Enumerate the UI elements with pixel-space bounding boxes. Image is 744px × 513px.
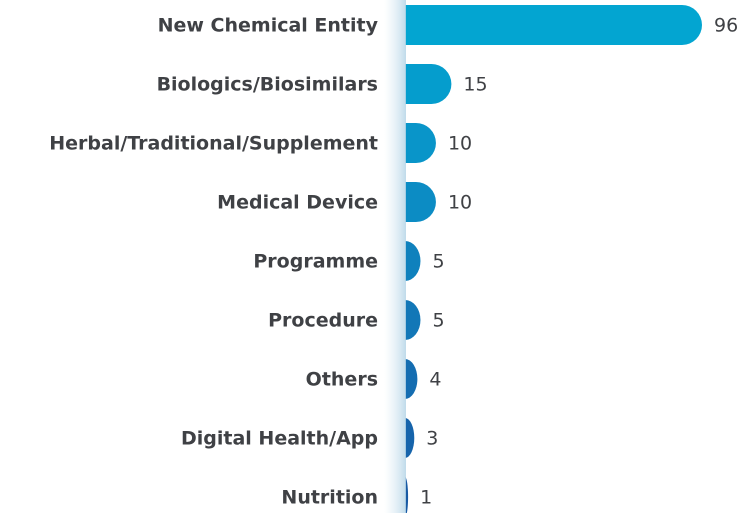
value-label: 96 bbox=[714, 15, 738, 37]
category-label: Biologics/Biosimilars bbox=[157, 74, 378, 96]
bar bbox=[405, 241, 421, 281]
bar bbox=[405, 64, 452, 104]
axis-shadow bbox=[384, 0, 406, 513]
value-label: 10 bbox=[448, 192, 472, 214]
value-label: 4 bbox=[429, 369, 441, 391]
bar bbox=[405, 123, 436, 163]
category-label: Herbal/Traditional/Supplement bbox=[49, 133, 378, 155]
category-label: New Chemical Entity bbox=[158, 15, 379, 37]
bar bbox=[405, 182, 436, 222]
category-label: Medical Device bbox=[217, 192, 378, 214]
category-label: Procedure bbox=[268, 310, 378, 332]
bar bbox=[405, 300, 421, 340]
bar bbox=[405, 5, 702, 45]
value-label: 1 bbox=[420, 487, 432, 509]
value-label: 3 bbox=[426, 428, 438, 450]
bars bbox=[405, 5, 702, 513]
value-label: 5 bbox=[432, 251, 444, 273]
bar bbox=[405, 418, 415, 458]
bar bbox=[405, 359, 418, 399]
category-label: Others bbox=[306, 369, 378, 391]
value-label: 5 bbox=[432, 310, 444, 332]
category-label: Programme bbox=[253, 251, 378, 273]
category-label: Digital Health/App bbox=[181, 428, 378, 450]
value-label: 15 bbox=[463, 74, 487, 96]
value-label: 10 bbox=[448, 133, 472, 155]
category-label: Nutrition bbox=[281, 487, 378, 509]
